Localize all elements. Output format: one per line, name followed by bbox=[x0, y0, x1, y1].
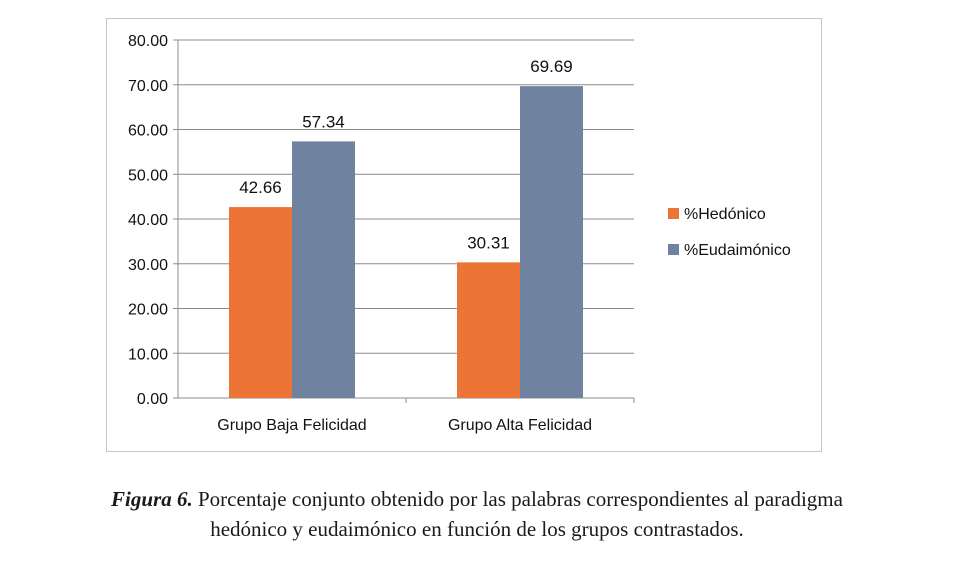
figure-caption: Figura 6. Porcentaje conjunto obtenido p… bbox=[0, 484, 954, 544]
y-tick-label: 30.00 bbox=[128, 257, 168, 274]
figure-label: Figura 6. bbox=[111, 487, 193, 511]
legend-label: %Eudaimónico bbox=[684, 242, 791, 259]
y-tick-label: 60.00 bbox=[128, 123, 168, 140]
bar-eudaimonico bbox=[520, 86, 583, 398]
legend-label: %Hedónico bbox=[684, 206, 766, 223]
y-tick-label: 10.00 bbox=[128, 346, 168, 363]
caption-text-1: Porcentaje conjunto obtenido por las pal… bbox=[198, 487, 843, 511]
data-label: 57.34 bbox=[302, 112, 345, 131]
bar-eudaimonico bbox=[292, 141, 355, 398]
bar-hedonico bbox=[457, 262, 520, 398]
data-label: 42.66 bbox=[239, 178, 282, 197]
x-category-label: Grupo Baja Felicidad bbox=[217, 417, 366, 434]
y-tick-label: 20.00 bbox=[128, 302, 168, 319]
y-tick-label: 80.00 bbox=[128, 33, 168, 50]
data-label: 69.69 bbox=[530, 57, 573, 76]
y-tick-label: 50.00 bbox=[128, 167, 168, 184]
bar-hedonico bbox=[229, 207, 292, 398]
legend-swatch bbox=[668, 244, 679, 255]
y-tick-label: 70.00 bbox=[128, 78, 168, 95]
y-tick-label: 0.00 bbox=[137, 391, 168, 408]
caption-text-2: hedónico y eudaimónico en función de los… bbox=[210, 517, 744, 541]
data-label: 30.31 bbox=[467, 233, 510, 252]
caption-line-1: Figura 6. Porcentaje conjunto obtenido p… bbox=[0, 484, 954, 514]
legend-swatch bbox=[668, 208, 679, 219]
bar-chart: 0.00 10.00 20.00 30.00 40.00 50.00 60.00 70.00 8… bbox=[128, 33, 791, 434]
y-tick-label: 40.00 bbox=[128, 212, 168, 229]
x-category-label: Grupo Alta Felicidad bbox=[448, 417, 592, 434]
